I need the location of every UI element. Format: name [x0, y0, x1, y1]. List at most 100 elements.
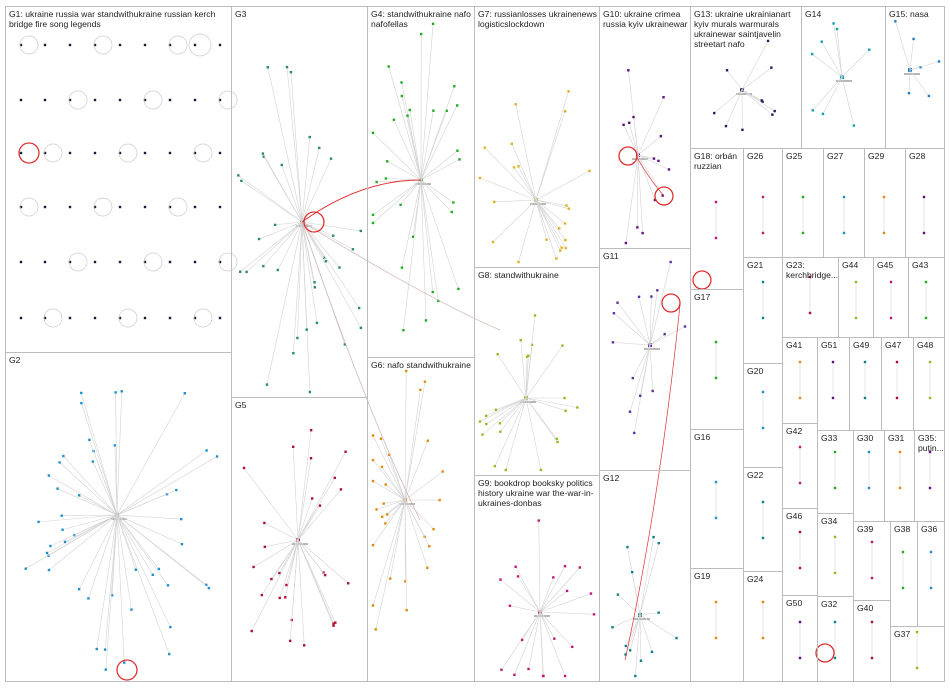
- group-box-g14: G14: [801, 6, 886, 149]
- node: [339, 488, 343, 491]
- node: [134, 568, 138, 571]
- g1-node: [143, 316, 147, 320]
- edge: [81, 403, 118, 516]
- group-box-g4: G4: standwithukraine nafo nafofellas: [367, 6, 475, 358]
- node: [652, 535, 655, 539]
- edge: [482, 397, 527, 435]
- edge: [495, 397, 527, 411]
- node: [458, 158, 461, 161]
- self-loop: [19, 197, 39, 217]
- node: [633, 431, 636, 435]
- node: [889, 316, 893, 320]
- group-label-g46: G46: [786, 511, 803, 521]
- node: [907, 91, 911, 95]
- node: [252, 565, 255, 569]
- edge: [628, 122, 639, 156]
- edge: [514, 611, 541, 675]
- edge: [271, 539, 299, 580]
- node: [343, 343, 347, 346]
- node: [867, 486, 871, 490]
- node: [627, 121, 631, 124]
- edge: [517, 576, 541, 613]
- node: [499, 578, 502, 581]
- node: [627, 69, 630, 72]
- group-label-g22: G22: [747, 470, 764, 480]
- node: [77, 494, 81, 497]
- edge: [372, 499, 406, 606]
- node: [45, 551, 49, 555]
- node: [556, 440, 559, 444]
- node: [564, 246, 567, 250]
- edge: [404, 499, 434, 530]
- node: [88, 438, 91, 442]
- edge: [499, 397, 527, 424]
- self-loop: [143, 252, 163, 272]
- group-label-g27: G27: [827, 151, 844, 161]
- node: [239, 270, 242, 273]
- g1-node: [218, 43, 222, 47]
- group-label-g10: G10: ukraine crimea russia kyiv ukrainew…: [603, 9, 688, 29]
- edge: [637, 154, 670, 170]
- node: [929, 550, 933, 554]
- edge: [484, 147, 537, 201]
- edge: [387, 161, 422, 181]
- node: [166, 584, 170, 587]
- node: [808, 311, 812, 315]
- edge: [637, 154, 655, 159]
- node: [667, 168, 671, 171]
- group-box-g24: G24: [743, 571, 783, 682]
- node: [725, 69, 729, 72]
- edge: [301, 221, 307, 330]
- node: [831, 360, 835, 364]
- node: [714, 516, 718, 520]
- edge: [301, 221, 334, 237]
- edge: [388, 66, 422, 181]
- node: [270, 577, 273, 581]
- node: [520, 638, 524, 642]
- node: [498, 422, 502, 425]
- edge: [116, 450, 207, 516]
- node: [120, 390, 123, 393]
- node: [392, 118, 396, 121]
- edge: [639, 537, 654, 616]
- edge: [264, 522, 299, 541]
- edge: [741, 89, 775, 112]
- node: [296, 336, 299, 340]
- node: [455, 104, 459, 107]
- edge: [78, 514, 118, 590]
- node: [895, 360, 899, 364]
- node: [457, 287, 460, 291]
- node: [567, 207, 571, 210]
- g1-node: [168, 98, 172, 102]
- edge: [238, 175, 303, 223]
- node: [371, 434, 375, 437]
- edge: [420, 23, 434, 181]
- node: [309, 456, 313, 460]
- edge: [494, 397, 527, 467]
- edge: [629, 614, 641, 651]
- node: [928, 396, 932, 400]
- node: [456, 149, 459, 152]
- node: [714, 236, 718, 240]
- node: [371, 458, 375, 462]
- edge: [292, 446, 299, 541]
- node: [553, 637, 556, 640]
- node: [622, 123, 625, 127]
- g1-node: [143, 205, 147, 209]
- group-label-g12: G12: [603, 473, 620, 483]
- node: [555, 437, 559, 441]
- edge: [492, 199, 537, 243]
- edge: [240, 221, 303, 273]
- group-label-g41: G41: [786, 340, 803, 350]
- g1-node: [68, 316, 72, 320]
- group-label-g25: G25: [786, 151, 803, 161]
- g1-node: [193, 43, 197, 47]
- edge: [88, 514, 118, 599]
- edge: [639, 543, 660, 616]
- edge: [639, 344, 651, 396]
- edge: [535, 170, 590, 201]
- node: [565, 589, 569, 593]
- group-label-g37: G37: [894, 629, 911, 639]
- self-loop: [218, 252, 238, 272]
- node: [257, 237, 261, 241]
